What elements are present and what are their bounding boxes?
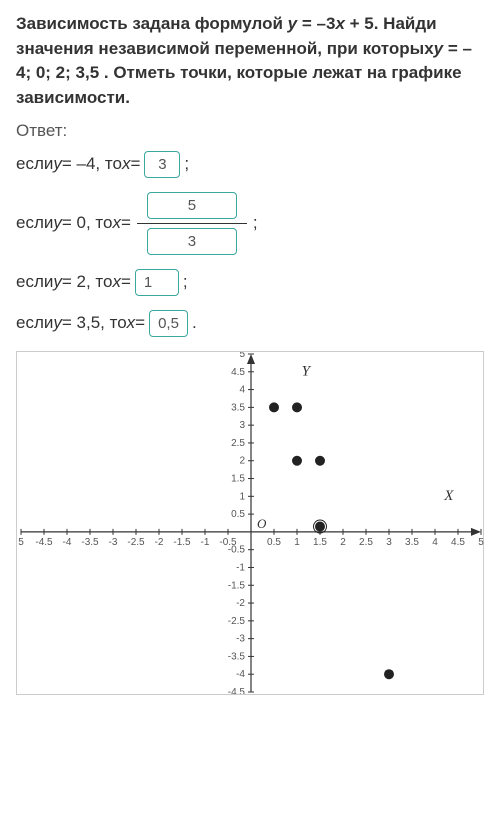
text: = — [135, 313, 145, 333]
svg-text:-1: -1 — [201, 536, 210, 547]
answer-label: Ответ: — [16, 121, 484, 141]
answer-line-1: если y = –4, то x = 3 ; — [16, 151, 484, 178]
coordinate-chart[interactable]: 5 -4.5 -4 -3.5 -3 -2.5 -2 -1.5 -1 -0.5 0.5 1 1.5 2 2.5… — [16, 351, 484, 695]
svg-text:-3.5: -3.5 — [228, 651, 246, 662]
text: . — [192, 313, 197, 333]
input-numerator[interactable]: 5 — [147, 192, 237, 219]
text: ; — [184, 154, 189, 174]
svg-text:O: O — [257, 515, 267, 530]
svg-text:-3: -3 — [236, 633, 245, 644]
svg-text:-2: -2 — [236, 598, 245, 609]
answer-line-3: если y = 2, то x = 1 ; — [16, 269, 484, 296]
svg-text:-1: -1 — [236, 562, 245, 573]
fraction-line — [137, 223, 247, 224]
text: = 0, то — [62, 213, 113, 233]
svg-text:3: 3 — [386, 536, 392, 547]
input-x4[interactable]: 0,5 — [149, 310, 188, 337]
svg-text:-3: -3 — [109, 536, 118, 547]
input-x1[interactable]: 3 — [144, 151, 180, 178]
svg-text:0.5: 0.5 — [231, 509, 245, 520]
var-x: x — [122, 154, 131, 174]
text: если — [16, 213, 53, 233]
text: = — [121, 213, 131, 233]
text: = 3,5, то — [62, 313, 127, 333]
svg-text:5: 5 — [18, 536, 24, 547]
var-x: x — [112, 213, 121, 233]
svg-text:-0.5: -0.5 — [228, 544, 246, 555]
svg-text:X: X — [443, 487, 454, 503]
svg-text:1: 1 — [294, 536, 300, 547]
svg-text:2: 2 — [239, 455, 245, 466]
svg-text:0.5: 0.5 — [267, 536, 281, 547]
svg-text:4: 4 — [239, 384, 245, 395]
svg-text:1.5: 1.5 — [231, 473, 245, 484]
svg-text:1.5: 1.5 — [313, 536, 327, 547]
svg-text:3.5: 3.5 — [405, 536, 419, 547]
svg-text:5: 5 — [239, 352, 245, 360]
svg-text:-1.5: -1.5 — [173, 536, 191, 547]
svg-text:2.5: 2.5 — [231, 438, 245, 449]
fraction: 5 3 — [137, 192, 247, 255]
svg-text:Y: Y — [302, 363, 312, 379]
svg-text:1: 1 — [239, 491, 245, 502]
text: ; — [253, 213, 258, 233]
var-y: y — [53, 272, 62, 292]
var-x: x — [127, 313, 136, 333]
svg-text:-2: -2 — [155, 536, 164, 547]
svg-text:-4.5: -4.5 — [35, 536, 53, 547]
svg-text:-2.5: -2.5 — [228, 615, 246, 626]
input-denominator[interactable]: 3 — [147, 228, 237, 255]
text: = –4, то — [62, 154, 122, 174]
svg-text:-4: -4 — [63, 536, 72, 547]
svg-text:4.5: 4.5 — [231, 366, 245, 377]
svg-text:4.5: 4.5 — [451, 536, 465, 547]
answer-line-4: если y = 3,5, то x = 0,5 . — [16, 310, 484, 337]
text: ; — [183, 272, 188, 292]
var-y: y — [53, 313, 62, 333]
svg-text:-4.5: -4.5 — [228, 687, 246, 694]
text: если — [16, 313, 53, 333]
svg-text:-3.5: -3.5 — [81, 536, 99, 547]
svg-text:-4: -4 — [236, 669, 245, 680]
answer-line-2: если y = 0, то x = 5 3 ; — [16, 192, 484, 255]
svg-text:2.5: 2.5 — [359, 536, 373, 547]
var-y: y — [53, 154, 62, 174]
task-text: Зависимость задана формулой y = –3x + 5.… — [16, 12, 484, 111]
svg-text:3.5: 3.5 — [231, 402, 245, 413]
svg-text:-1.5: -1.5 — [228, 580, 246, 591]
text: = — [130, 154, 140, 174]
svg-text:-2.5: -2.5 — [127, 536, 145, 547]
input-x3[interactable]: 1 — [135, 269, 179, 296]
var-y: y — [53, 213, 62, 233]
chart-svg[interactable]: 5 -4.5 -4 -3.5 -3 -2.5 -2 -1.5 -1 -0.5 0.5 1 1.5 2 2.5… — [17, 352, 485, 694]
var-x: x — [112, 272, 121, 292]
svg-text:2: 2 — [340, 536, 346, 547]
text: если — [16, 154, 53, 174]
text: если — [16, 272, 53, 292]
svg-text:3: 3 — [239, 420, 245, 431]
svg-text:4: 4 — [432, 536, 438, 547]
text: = — [121, 272, 131, 292]
text: = 2, то — [62, 272, 113, 292]
svg-text:5: 5 — [478, 536, 484, 547]
